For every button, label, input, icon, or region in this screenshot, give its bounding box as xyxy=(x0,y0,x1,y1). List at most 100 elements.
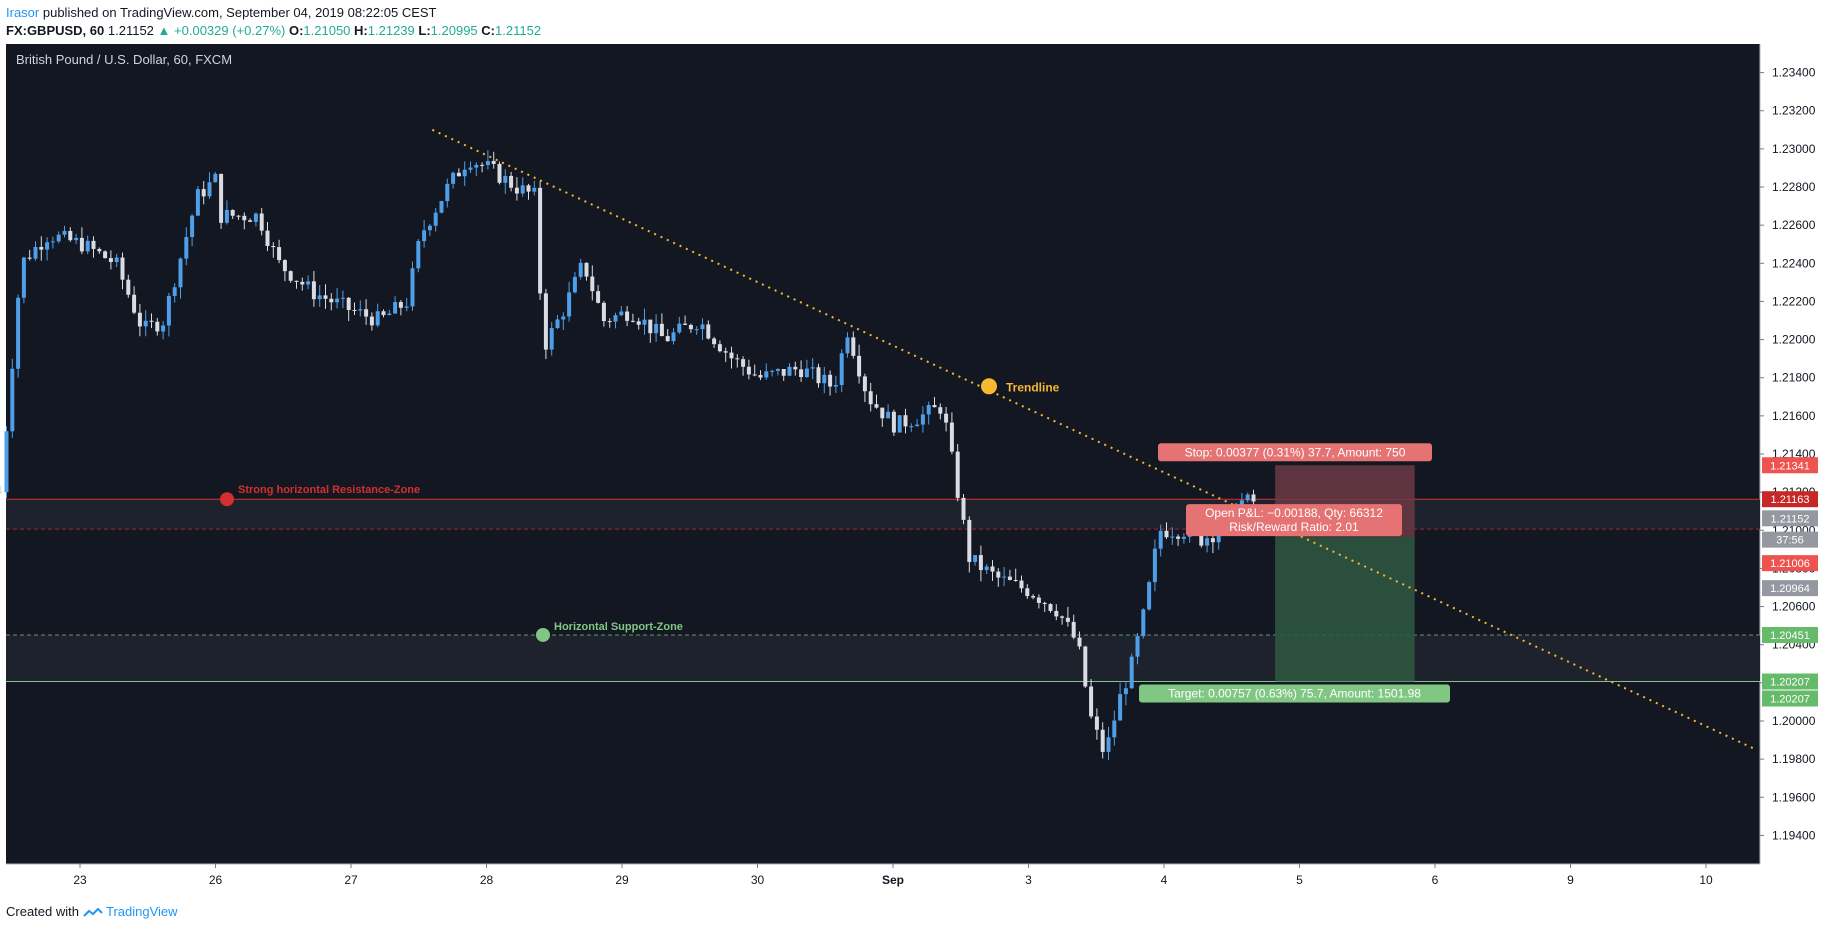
candle-body xyxy=(1141,609,1146,637)
candle-body xyxy=(567,292,572,317)
candle-body xyxy=(642,319,647,325)
candle-body xyxy=(190,215,195,238)
candle-body xyxy=(607,321,612,323)
price-label-box xyxy=(1762,510,1818,527)
candle-body xyxy=(723,351,728,353)
candle-body xyxy=(74,237,79,241)
candle-body xyxy=(149,320,154,322)
candle-body xyxy=(683,323,688,325)
candle-body xyxy=(468,167,473,170)
x-tick-label: 3 xyxy=(1025,873,1032,887)
close-value: 1.21152 xyxy=(495,23,542,38)
candle-body xyxy=(108,258,113,263)
candle-body xyxy=(555,319,560,329)
price-label: 37:56 xyxy=(1776,535,1804,547)
candle-body xyxy=(114,257,119,263)
candle-body xyxy=(456,172,461,177)
candle-body xyxy=(897,415,902,433)
candle-body xyxy=(804,368,809,378)
candle-body xyxy=(1060,616,1065,618)
candle-body xyxy=(746,366,751,375)
x-tick-label: 4 xyxy=(1161,873,1168,887)
candle-body xyxy=(1013,579,1018,581)
price-chart[interactable]: British Pound / U.S. Dollar, 60, FXCM Tr… xyxy=(0,44,1828,896)
price-label-box xyxy=(1762,555,1818,572)
candle-body xyxy=(1181,536,1186,539)
resistance-label: Strong horizontal Resistance-Zone xyxy=(238,484,420,496)
up-arrow-icon: ▲ xyxy=(157,23,171,38)
price-label: 1.21152 xyxy=(1771,513,1810,525)
candle-body xyxy=(166,295,171,326)
x-tick-label: 29 xyxy=(615,873,629,887)
candle-body xyxy=(1025,588,1030,597)
candle-body xyxy=(491,161,496,164)
target-label-box xyxy=(1139,684,1450,703)
candle-body xyxy=(369,316,374,326)
candle-body xyxy=(775,368,780,371)
support-marker xyxy=(536,627,550,642)
author-link[interactable]: Irasor xyxy=(6,5,40,20)
candle-body xyxy=(1007,576,1012,580)
candle-body xyxy=(224,209,229,223)
candle-body xyxy=(1112,720,1117,738)
tradingview-logo-icon xyxy=(82,907,103,917)
y-tick-label: 1.22000 xyxy=(1772,333,1816,347)
x-tick-label: 28 xyxy=(480,873,494,887)
y-tick-label: 1.22400 xyxy=(1772,256,1816,270)
candle-body xyxy=(1205,538,1210,546)
symbol: FX:GBPUSD, 60 xyxy=(6,23,105,38)
candle-body xyxy=(915,424,920,427)
candle-body xyxy=(236,215,241,217)
candle-body xyxy=(874,404,879,408)
candle-body xyxy=(300,281,305,285)
target-label: Target: 0.00757 (0.63%) 75.7, Amount: 15… xyxy=(1168,687,1421,701)
candle-body xyxy=(961,497,966,520)
price-label: 1.20451 xyxy=(1770,630,1810,642)
price-label: 1.21163 xyxy=(1771,494,1810,506)
candle-body xyxy=(21,257,26,298)
resistance-zone xyxy=(6,499,1760,530)
support-label: Horizontal Support-Zone xyxy=(554,621,683,633)
candle-body xyxy=(1199,532,1204,546)
candle-body xyxy=(1123,688,1128,695)
candle-body xyxy=(572,276,577,293)
candle-body xyxy=(938,407,943,414)
candle-body xyxy=(920,414,925,425)
candle-body xyxy=(758,375,763,378)
stop-label: Stop: 0.00377 (0.31%) 37.7, Amount: 750 xyxy=(1185,445,1406,459)
candle-body xyxy=(706,324,711,339)
y-tick-label: 1.20000 xyxy=(1772,714,1816,728)
y-tick-label: 1.23400 xyxy=(1772,66,1816,80)
candle-body xyxy=(103,251,108,259)
close-label: C: xyxy=(481,23,496,38)
candle-body xyxy=(880,407,885,419)
candle-body xyxy=(358,309,363,311)
candle-body xyxy=(10,368,15,432)
candle-body xyxy=(1002,576,1007,578)
price-label-box xyxy=(1762,491,1818,508)
candle-body xyxy=(364,309,369,317)
x-tick-label: 5 xyxy=(1296,873,1303,887)
rr-label: Risk/Reward Ratio: 2.01 xyxy=(1229,520,1359,534)
candle-body xyxy=(161,325,166,332)
tradingview-link[interactable]: TradingView xyxy=(106,904,178,919)
candle-body xyxy=(1106,737,1111,752)
candle-body xyxy=(27,257,32,259)
candle-body xyxy=(828,374,833,387)
candle-body xyxy=(503,175,508,183)
candle-body xyxy=(79,237,84,252)
trendline-marker xyxy=(981,378,997,395)
candle-body xyxy=(932,405,937,408)
candle-body xyxy=(172,287,177,296)
candle-body xyxy=(1118,694,1123,721)
last-price: 1.21152 xyxy=(107,23,154,38)
y-tick-label: 1.23200 xyxy=(1772,104,1816,118)
candle-body xyxy=(549,328,554,350)
y-tick-label: 1.21600 xyxy=(1772,409,1816,423)
price-labels-layer: 1.21341 1.21163 1.21152 37:56 1.21006 1.20964… xyxy=(1762,457,1818,707)
price-label-box xyxy=(1762,690,1818,707)
pnl-label: Open P&L: −0.00188, Qty: 66312 xyxy=(1205,506,1383,520)
candle-body xyxy=(56,234,61,242)
candle-body xyxy=(601,302,606,322)
price-axis[interactable] xyxy=(1760,44,1820,864)
